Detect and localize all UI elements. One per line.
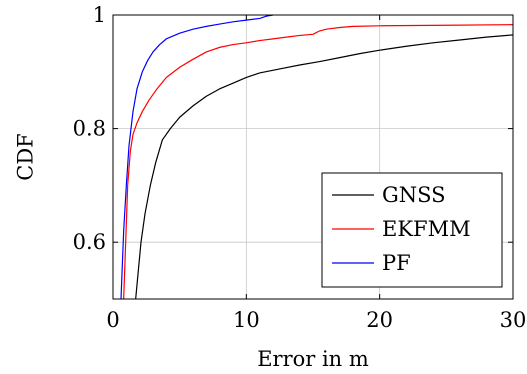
series-layer [120, 14, 514, 300]
y-tick-label: 1 [93, 3, 106, 27]
plot-frame [112, 14, 514, 300]
legend-label: PF [382, 251, 411, 275]
series-line-ekfmm [123, 24, 514, 300]
legend-box [321, 172, 503, 288]
axis-ticks [112, 14, 514, 299]
x-axis-label: Error in m [257, 347, 369, 371]
x-tick-label: 20 [366, 308, 393, 332]
y-tick-label: 0.8 [73, 117, 106, 141]
tick-labels: 0 10 20 30 0.6 0.8 1 [73, 3, 527, 332]
y-tick-label: 0.6 [73, 230, 106, 254]
series-line-gnss [135, 34, 514, 300]
y-axis-label: CDF [14, 133, 38, 180]
x-tick-label: 10 [233, 308, 260, 332]
x-tick-label: 30 [500, 308, 527, 332]
series-line-pf [120, 14, 274, 300]
x-tick-label: 0 [106, 308, 119, 332]
legend-label: GNSS [382, 183, 446, 207]
legend-label: EKFMM [382, 217, 471, 241]
legend: GNSS EKFMM PF [321, 172, 503, 288]
